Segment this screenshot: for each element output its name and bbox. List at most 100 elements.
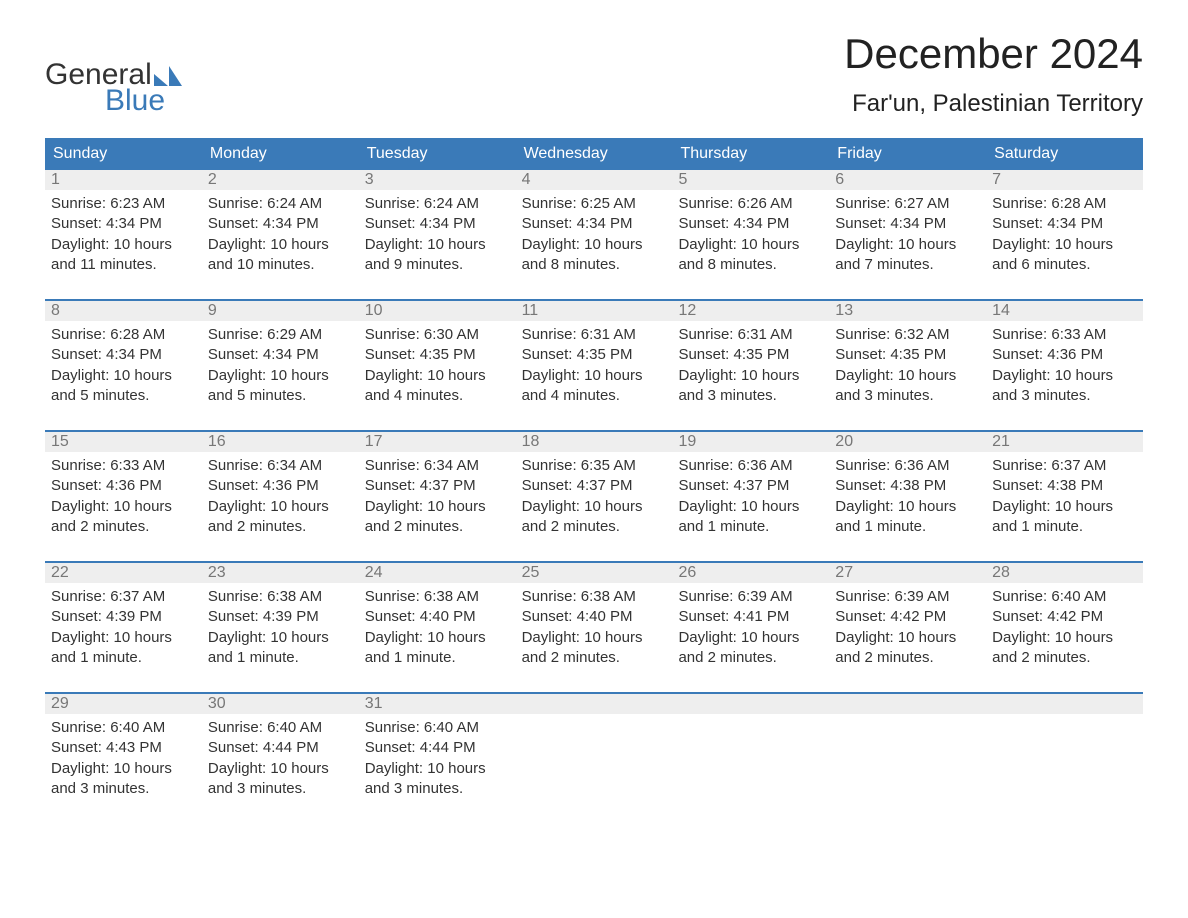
sunset-label: Sunset:	[365, 346, 420, 363]
month-title: December 2024	[844, 30, 1143, 78]
daylight-line: Daylight: 10 hours and 2 minutes.	[522, 628, 667, 669]
daylight-line: Daylight: 10 hours and 3 minutes.	[678, 366, 823, 407]
sunset-value: 4:44 PM	[420, 739, 476, 756]
day-details: Sunrise: 6:38 AMSunset: 4:40 PMDaylight:…	[359, 583, 516, 674]
sunrise-label: Sunrise:	[522, 588, 581, 605]
sunset-line: Sunset: 4:35 PM	[678, 345, 823, 365]
daylight-label: Daylight:	[51, 498, 114, 515]
sunset-line: Sunset: 4:34 PM	[992, 214, 1137, 234]
sunset-value: 4:35 PM	[577, 346, 633, 363]
weekday-header: Saturday	[986, 138, 1143, 170]
calendar-day: 9Sunrise: 6:29 AMSunset: 4:34 PMDaylight…	[202, 301, 359, 412]
sunrise-label: Sunrise:	[365, 457, 424, 474]
calendar: SundayMondayTuesdayWednesdayThursdayFrid…	[45, 138, 1143, 805]
sunrise-line: Sunrise: 6:33 AM	[51, 456, 196, 476]
sunrise-line: Sunrise: 6:28 AM	[992, 194, 1137, 214]
calendar-day: 28Sunrise: 6:40 AMSunset: 4:42 PMDayligh…	[986, 563, 1143, 674]
day-details: Sunrise: 6:37 AMSunset: 4:38 PMDaylight:…	[986, 452, 1143, 543]
sunrise-label: Sunrise:	[678, 326, 737, 343]
day-details: Sunrise: 6:36 AMSunset: 4:38 PMDaylight:…	[829, 452, 986, 543]
day-details: Sunrise: 6:37 AMSunset: 4:39 PMDaylight:…	[45, 583, 202, 674]
day-number: 10	[359, 301, 516, 321]
calendar-week: 8Sunrise: 6:28 AMSunset: 4:34 PMDaylight…	[45, 299, 1143, 412]
daylight-line: Daylight: 10 hours and 2 minutes.	[208, 497, 353, 538]
sunset-label: Sunset:	[835, 608, 890, 625]
day-number	[986, 694, 1143, 714]
calendar-day: 21Sunrise: 6:37 AMSunset: 4:38 PMDayligh…	[986, 432, 1143, 543]
sunset-value: 4:37 PM	[420, 477, 476, 494]
sunrise-line: Sunrise: 6:26 AM	[678, 194, 823, 214]
sunset-line: Sunset: 4:34 PM	[365, 214, 510, 234]
calendar-day: 7Sunrise: 6:28 AMSunset: 4:34 PMDaylight…	[986, 170, 1143, 281]
day-details: Sunrise: 6:35 AMSunset: 4:37 PMDaylight:…	[516, 452, 673, 543]
sunset-line: Sunset: 4:38 PM	[992, 476, 1137, 496]
calendar-day: 18Sunrise: 6:35 AMSunset: 4:37 PMDayligh…	[516, 432, 673, 543]
day-number: 21	[986, 432, 1143, 452]
sunset-value: 4:34 PM	[733, 215, 789, 232]
sunrise-value: 6:38 AM	[267, 588, 322, 605]
day-number: 28	[986, 563, 1143, 583]
calendar-day: 11Sunrise: 6:31 AMSunset: 4:35 PMDayligh…	[516, 301, 673, 412]
sunrise-value: 6:35 AM	[581, 457, 636, 474]
sunrise-line: Sunrise: 6:40 AM	[365, 718, 510, 738]
sunset-label: Sunset:	[835, 477, 890, 494]
sunset-label: Sunset:	[992, 346, 1047, 363]
calendar-week: 29Sunrise: 6:40 AMSunset: 4:43 PMDayligh…	[45, 692, 1143, 805]
daylight-label: Daylight:	[678, 236, 741, 253]
sunrise-value: 6:25 AM	[581, 195, 636, 212]
sunrise-value: 6:29 AM	[267, 326, 322, 343]
daylight-label: Daylight:	[835, 236, 898, 253]
daylight-label: Daylight:	[365, 629, 428, 646]
day-number: 25	[516, 563, 673, 583]
day-number: 7	[986, 170, 1143, 190]
sunrise-label: Sunrise:	[51, 719, 110, 736]
sunset-label: Sunset:	[208, 608, 263, 625]
sunset-line: Sunset: 4:35 PM	[522, 345, 667, 365]
daylight-line: Daylight: 10 hours and 2 minutes.	[835, 628, 980, 669]
day-number: 12	[672, 301, 829, 321]
sunrise-line: Sunrise: 6:29 AM	[208, 325, 353, 345]
sunrise-line: Sunrise: 6:31 AM	[522, 325, 667, 345]
sunrise-label: Sunrise:	[835, 326, 894, 343]
day-details: Sunrise: 6:26 AMSunset: 4:34 PMDaylight:…	[672, 190, 829, 281]
sunrise-line: Sunrise: 6:24 AM	[208, 194, 353, 214]
sunrise-line: Sunrise: 6:36 AM	[678, 456, 823, 476]
sunset-value: 4:34 PM	[263, 346, 319, 363]
sunset-label: Sunset:	[208, 477, 263, 494]
sunrise-value: 6:36 AM	[738, 457, 793, 474]
calendar-day: 25Sunrise: 6:38 AMSunset: 4:40 PMDayligh…	[516, 563, 673, 674]
day-details: Sunrise: 6:28 AMSunset: 4:34 PMDaylight:…	[986, 190, 1143, 281]
sunrise-line: Sunrise: 6:23 AM	[51, 194, 196, 214]
day-details: Sunrise: 6:31 AMSunset: 4:35 PMDaylight:…	[516, 321, 673, 412]
sunrise-label: Sunrise:	[835, 588, 894, 605]
daylight-line: Daylight: 10 hours and 7 minutes.	[835, 235, 980, 276]
sunrise-line: Sunrise: 6:38 AM	[208, 587, 353, 607]
sunset-value: 4:37 PM	[577, 477, 633, 494]
day-number: 19	[672, 432, 829, 452]
sunset-value: 4:34 PM	[1047, 215, 1103, 232]
sunrise-value: 6:28 AM	[110, 326, 165, 343]
sunset-label: Sunset:	[51, 608, 106, 625]
sunset-label: Sunset:	[678, 477, 733, 494]
sunrise-line: Sunrise: 6:39 AM	[678, 587, 823, 607]
weekday-header: Monday	[202, 138, 359, 170]
sunset-label: Sunset:	[678, 346, 733, 363]
sunset-label: Sunset:	[208, 739, 263, 756]
sunrise-value: 6:36 AM	[895, 457, 950, 474]
sunrise-label: Sunrise:	[208, 326, 267, 343]
sunset-value: 4:42 PM	[1047, 608, 1103, 625]
daylight-label: Daylight:	[678, 629, 741, 646]
sunset-line: Sunset: 4:44 PM	[365, 738, 510, 758]
sunset-line: Sunset: 4:39 PM	[208, 607, 353, 627]
sunrise-value: 6:32 AM	[895, 326, 950, 343]
sunset-label: Sunset:	[51, 477, 106, 494]
sunset-line: Sunset: 4:40 PM	[522, 607, 667, 627]
calendar-day: 4Sunrise: 6:25 AMSunset: 4:34 PMDaylight…	[516, 170, 673, 281]
logo: General Blue	[45, 60, 182, 116]
sunset-line: Sunset: 4:34 PM	[51, 345, 196, 365]
sunset-line: Sunset: 4:38 PM	[835, 476, 980, 496]
daylight-line: Daylight: 10 hours and 3 minutes.	[835, 366, 980, 407]
daylight-label: Daylight:	[992, 629, 1055, 646]
sunset-value: 4:34 PM	[106, 215, 162, 232]
sunrise-label: Sunrise:	[992, 326, 1051, 343]
